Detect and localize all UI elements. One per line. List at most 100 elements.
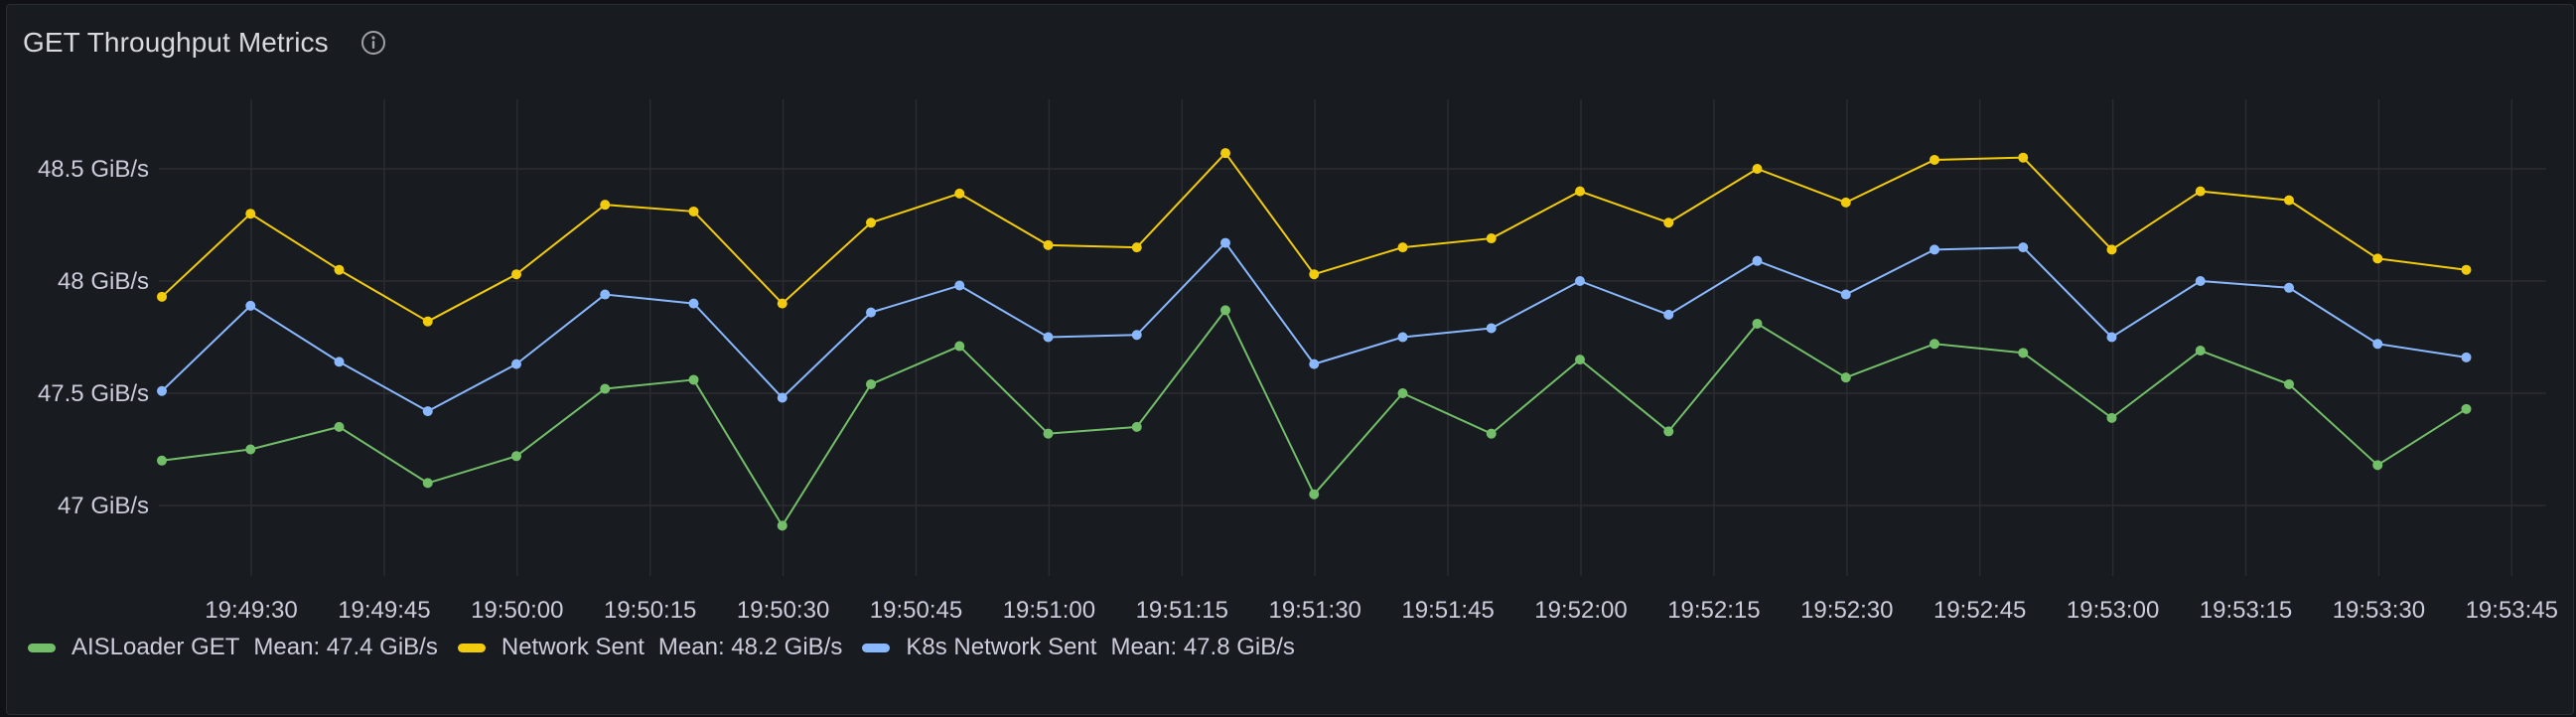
data-point[interactable]: [511, 358, 521, 369]
x-tick-label: 19:50:45: [870, 597, 962, 624]
data-point[interactable]: [1575, 186, 1585, 197]
data-point[interactable]: [245, 300, 256, 311]
data-point[interactable]: [511, 269, 521, 280]
x-tick-label: 19:52:00: [1534, 597, 1627, 624]
data-point[interactable]: [1131, 330, 1142, 341]
data-point[interactable]: [600, 289, 611, 300]
data-point[interactable]: [1930, 244, 1939, 255]
data-point[interactable]: [600, 200, 611, 211]
data-point[interactable]: [157, 455, 167, 466]
data-point[interactable]: [1663, 426, 1674, 437]
data-point[interactable]: [1220, 237, 1230, 248]
legend-label: K8s Network Sent: [906, 634, 1097, 660]
data-point[interactable]: [866, 217, 876, 228]
data-point[interactable]: [1397, 332, 1408, 343]
data-point[interactable]: [1397, 242, 1408, 253]
panel: GET Throughput Metrics: [6, 4, 2574, 715]
data-point[interactable]: [1309, 269, 1320, 280]
data-point[interactable]: [2284, 282, 2294, 293]
data-point[interactable]: [245, 444, 256, 455]
data-point[interactable]: [245, 209, 256, 219]
data-point[interactable]: [2461, 264, 2472, 275]
data-point[interactable]: [777, 520, 787, 531]
data-point[interactable]: [157, 385, 167, 396]
data-point[interactable]: [1663, 217, 1674, 228]
x-tick-label: 19:49:45: [338, 597, 430, 624]
data-point[interactable]: [1486, 233, 1497, 244]
legend-item-k8s-network-sent[interactable]: K8s Network Sent Mean: 47.8 GiB/s: [862, 634, 1295, 661]
data-point[interactable]: [2284, 195, 2294, 206]
data-point[interactable]: [1840, 372, 1851, 383]
data-point[interactable]: [2106, 412, 2117, 423]
data-point[interactable]: [1043, 332, 1054, 343]
data-point[interactable]: [866, 307, 876, 318]
data-point[interactable]: [334, 264, 345, 275]
data-point[interactable]: [2018, 348, 2029, 358]
data-point[interactable]: [2461, 403, 2472, 414]
data-point[interactable]: [2372, 253, 2383, 264]
x-tick-label: 19:49:30: [205, 597, 297, 624]
data-point[interactable]: [2018, 152, 2029, 163]
data-point[interactable]: [1752, 255, 1763, 266]
data-point[interactable]: [1131, 242, 1142, 253]
info-circle-icon[interactable]: [360, 30, 386, 56]
data-point[interactable]: [2372, 339, 2383, 350]
data-point[interactable]: [2195, 276, 2206, 286]
data-point[interactable]: [1131, 421, 1142, 432]
data-point[interactable]: [1840, 197, 1851, 208]
data-point[interactable]: [954, 341, 965, 352]
data-point[interactable]: [2106, 244, 2117, 255]
data-point[interactable]: [1043, 428, 1054, 439]
data-point[interactable]: [1840, 289, 1851, 300]
data-point[interactable]: [688, 298, 699, 309]
data-point[interactable]: [334, 421, 345, 432]
data-point[interactable]: [422, 406, 433, 417]
data-point[interactable]: [1486, 323, 1497, 334]
data-point[interactable]: [2284, 378, 2294, 389]
data-point[interactable]: [866, 378, 876, 389]
data-point[interactable]: [688, 206, 699, 216]
data-point[interactable]: [1930, 339, 1939, 350]
data-point[interactable]: [1575, 355, 1585, 365]
data-point[interactable]: [688, 374, 699, 385]
data-point[interactable]: [777, 298, 787, 309]
data-point[interactable]: [422, 478, 433, 489]
legend-swatch-yellow: [457, 643, 486, 652]
legend-item-network-sent[interactable]: Network Sent Mean: 48.2 GiB/s: [457, 634, 842, 661]
data-point[interactable]: [1397, 388, 1408, 398]
data-point[interactable]: [954, 188, 965, 199]
data-point[interactable]: [2461, 352, 2472, 362]
data-point[interactable]: [511, 451, 521, 462]
data-point[interactable]: [600, 383, 611, 394]
data-point[interactable]: [1043, 239, 1054, 250]
x-tick-label: 19:52:45: [1933, 597, 2026, 624]
data-point[interactable]: [2372, 460, 2383, 471]
data-point[interactable]: [2195, 186, 2206, 197]
data-point[interactable]: [2195, 346, 2206, 357]
y-tick-label: 47 GiB/s: [58, 493, 149, 519]
data-point[interactable]: [1752, 164, 1763, 174]
data-point[interactable]: [334, 357, 345, 367]
data-point[interactable]: [1309, 358, 1320, 369]
x-tick-label: 19:50:15: [604, 597, 696, 624]
data-point[interactable]: [157, 291, 167, 302]
data-point[interactable]: [2018, 242, 2029, 253]
data-point[interactable]: [1930, 154, 1939, 165]
data-point[interactable]: [954, 280, 965, 291]
data-point[interactable]: [422, 316, 433, 327]
data-point[interactable]: [1486, 428, 1497, 439]
legend-label: Network Sent: [501, 634, 644, 660]
data-point[interactable]: [1663, 309, 1674, 320]
legend-item-aisloader-get[interactable]: AISLoader GET Mean: 47.4 GiB/s: [28, 634, 438, 661]
data-point[interactable]: [1220, 148, 1230, 159]
x-tick-label: 19:51:45: [1401, 597, 1494, 624]
data-point[interactable]: [1309, 489, 1320, 500]
x-tick-label: 19:53:00: [2067, 597, 2159, 624]
data-point[interactable]: [1220, 305, 1230, 316]
data-point[interactable]: [777, 392, 787, 403]
line-chart[interactable]: 48.5 GiB/s 48 GiB/s 47.5 GiB/s 47 GiB/s 19:…: [0, 0, 2576, 626]
data-point[interactable]: [1752, 318, 1763, 329]
data-point[interactable]: [2106, 332, 2117, 343]
y-axis: 48.5 GiB/s 48 GiB/s 47.5 GiB/s 47 GiB/s: [38, 156, 149, 519]
data-point[interactable]: [1575, 276, 1585, 286]
